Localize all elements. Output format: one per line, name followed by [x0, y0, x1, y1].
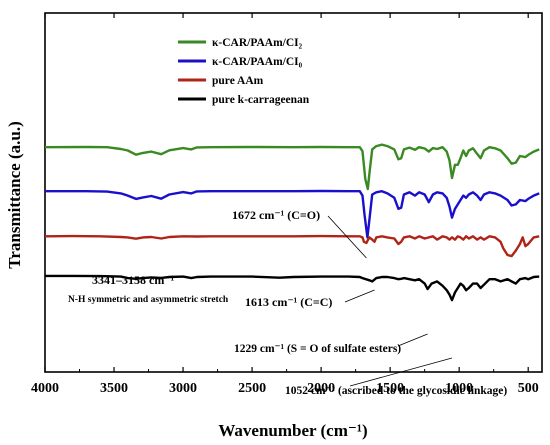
x-tick-label: 3500 — [100, 381, 128, 396]
legend-label: pure k-carrageenan — [212, 94, 310, 106]
x-tick-label: 4000 — [31, 381, 59, 396]
x-axis-label: Wavenumber (cm⁻¹) — [218, 421, 367, 440]
annotations: 1672 cm⁻¹ (C=O) 3341–3158 cm⁻¹ N-H symmetr… — [68, 208, 507, 397]
annotation-label: 3341–3158 cm⁻¹ — [92, 273, 175, 287]
legend-label: pure AAm — [212, 75, 264, 87]
legend-label: κ-CAR/PAAm/CI₂ — [212, 37, 303, 49]
x-axis-ticks: 4000 3500 3000 2500 2000 1500 1000 500 — [31, 13, 539, 396]
annotation-label: 1672 cm⁻¹ (C=O) — [232, 208, 320, 222]
annotation-label: 1052 cm⁻¹ (ascribed to the glycosidic li… — [285, 385, 507, 397]
series-line-2 — [44, 234, 540, 258]
annotation-label: N-H symmetric and asymmetric stretch — [68, 295, 229, 305]
annotation-leader — [349, 357, 453, 387]
x-tick-label: 1000 — [445, 381, 473, 396]
annotation-label: 1613 cm⁻¹ (C=C) — [245, 295, 332, 309]
series-line-0 — [44, 143, 540, 191]
series-layer — [44, 143, 540, 302]
annotation-leader — [327, 215, 367, 259]
plot-frame — [44, 12, 543, 373]
legend-label: κ-CAR/PAAm/CI₀ — [212, 56, 303, 68]
x-tick-label: 1500 — [376, 381, 404, 396]
x-tick-label: 2000 — [307, 381, 335, 396]
x-tick-label: 500 — [518, 381, 539, 396]
legend: κ-CAR/PAAm/CI₂ κ-CAR/PAAm/CI₀ pure AAm pure… — [178, 37, 310, 106]
x-tick-label: 3000 — [169, 381, 197, 396]
annotation-leader — [397, 333, 428, 347]
annotation-leader — [344, 289, 375, 303]
y-axis-label: Transmittance (a.u.) — [5, 121, 24, 268]
annotation-label: 1229 cm⁻¹ (S = O of sulfate esters) — [234, 343, 401, 355]
x-tick-label: 2500 — [238, 381, 266, 396]
series-line-1 — [45, 189, 540, 239]
series-line-3 — [45, 274, 540, 302]
